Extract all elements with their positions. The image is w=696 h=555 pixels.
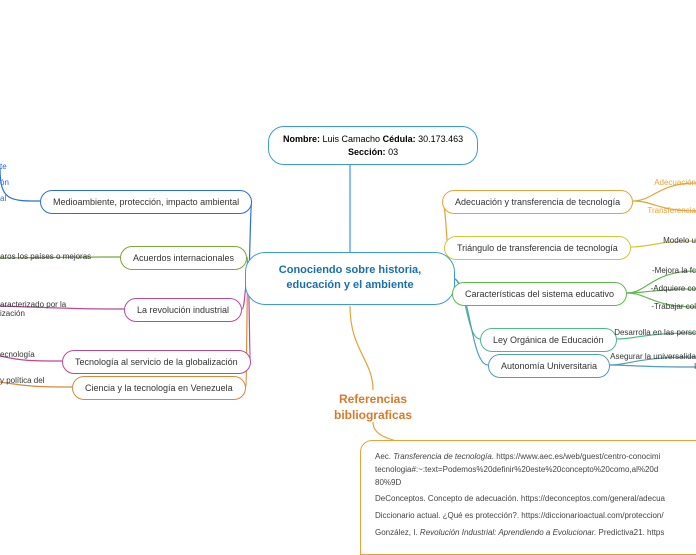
center-topic: Conociendo sobre historia, educación y e… [245, 252, 455, 305]
sub-label: aros los países o mejoras [0, 252, 91, 261]
branch-node: Medioambiente, protección, impacto ambie… [40, 190, 252, 214]
branch-node: Adecuación y transferencia de tecnología [442, 190, 633, 214]
sub-label: y política del [0, 376, 44, 385]
branch-node: Triángulo de transferencia de tecnología [444, 236, 631, 260]
sub-label: al [0, 194, 6, 203]
references-title: Referencias bibliograficas [318, 392, 428, 423]
reference-item: Diccionario actual. ¿Qué es protección?.… [375, 510, 696, 523]
sub-label: Asegurar la universalida [610, 352, 696, 361]
branch-node: Tecnología al servicio de la globalizaci… [62, 350, 251, 374]
sub-label: te [0, 162, 7, 171]
reference-item: Aec. Transferencia de tecnología. https:… [375, 451, 696, 489]
student-info: Nombre: Luis Camacho Cédula: 30.173.463 … [268, 126, 478, 165]
sub-label: -Adquiere co [651, 284, 696, 293]
branch-node: La revolución industrial [124, 298, 242, 322]
references-box: Aec. Transferencia de tecnología. https:… [360, 440, 696, 555]
branch-node: Acuerdos internacionales [120, 246, 247, 270]
sub-label: Modelo u [663, 236, 696, 245]
sub-label: Transferencia [647, 206, 696, 215]
branch-node: Ciencia y la tecnología en Venezuela [72, 376, 246, 400]
sub-label: Adecuación [654, 178, 696, 187]
sub-label: ón [0, 178, 9, 187]
branch-node: Autonomía Universitaria [488, 354, 610, 378]
reference-item: DeConceptos. Concepto de adecuación. htt… [375, 493, 696, 506]
sub-label: -Trabajar col [651, 302, 696, 311]
sub-label: ecnología [0, 350, 35, 359]
branch-node: Ley Orgánica de Educación [480, 328, 617, 352]
sub-label: -Mejora la fc [652, 266, 696, 275]
reference-item: González, I. Revolución Industrial: Apre… [375, 527, 696, 540]
branch-node: Características del sistema educativo [452, 282, 627, 306]
sub-label: Desarrolla en las persc [614, 328, 696, 337]
sub-label: aracterizado por la ización [0, 300, 66, 318]
